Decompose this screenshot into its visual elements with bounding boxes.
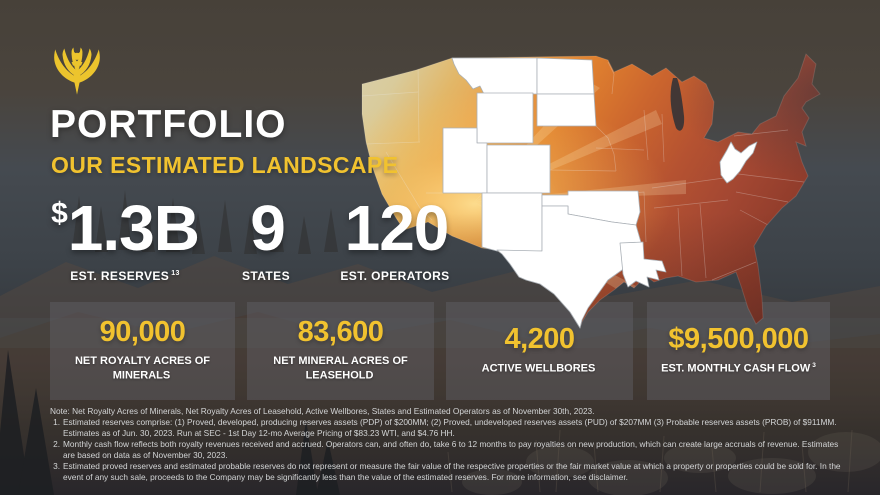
metric-label: NET ROYALTY ACRES OF MINERALS bbox=[74, 355, 211, 382]
page-subtitle: OUR ESTIMATED LANDSCAPE bbox=[51, 152, 399, 178]
footnote-item-3: 3. Estimated proved reserves and estimat… bbox=[53, 461, 841, 483]
metric-value: 4,200 bbox=[504, 323, 575, 356]
footnotes: Note: Net Royalty Acres of Minerals, Net… bbox=[50, 406, 842, 483]
state-new-mexico bbox=[481, 192, 543, 252]
highlighted-states bbox=[442, 57, 758, 329]
stat-est-reserves: $1.3B EST. RESERVES 13 bbox=[44, 196, 206, 283]
metric-label: NET MINERAL ACRES OF LEASEHOLD bbox=[273, 355, 408, 382]
metric-box-mineral-acres: 83,600 NET MINERAL ACRES OF LEASEHOLD bbox=[247, 302, 434, 400]
state-west-virginia bbox=[719, 141, 758, 184]
page-title: PORTFOLIO bbox=[50, 103, 287, 146]
state-louisiana bbox=[619, 241, 667, 288]
stat-est-operators: 120 EST. OPERATORS bbox=[322, 196, 470, 283]
grass-strokes bbox=[447, 429, 853, 493]
foreground-ground bbox=[0, 360, 880, 495]
tree-silhouettes-left bbox=[0, 350, 340, 495]
us-map bbox=[356, 50, 872, 346]
stat-states: 9 STATES bbox=[228, 196, 306, 283]
state-borders bbox=[362, 61, 805, 281]
metric-box-wellbores: 4,200 ACTIVE WELLBORES bbox=[446, 302, 633, 400]
lake-michigan bbox=[670, 78, 685, 131]
state-colorado bbox=[486, 144, 551, 194]
state-north-dakota bbox=[536, 57, 595, 95]
footnote-ref: 13 bbox=[171, 270, 180, 277]
metric-label: EST. MONTHLY CASH FLOW 3 bbox=[661, 362, 816, 375]
state-south-dakota bbox=[536, 93, 597, 127]
metric-box-cash-flow: $9,500,000 EST. MONTHLY CASH FLOW 3 bbox=[647, 302, 830, 400]
stat-operators-value: 120 bbox=[344, 192, 450, 264]
phoenix-logo-icon bbox=[54, 47, 100, 95]
stat-reserves-value: $1.3B bbox=[51, 192, 200, 264]
tree-silhouettes-mid bbox=[72, 190, 338, 254]
state-utah bbox=[442, 127, 488, 194]
stat-states-label: STATES bbox=[242, 269, 290, 283]
metric-value: $9,500,000 bbox=[668, 323, 809, 356]
metric-value: 90,000 bbox=[99, 316, 186, 349]
footnote-item-1: 1. Estimated reserves comprise: (1) Prov… bbox=[53, 417, 837, 439]
state-texas bbox=[496, 205, 643, 329]
footnote-note: Note: Net Royalty Acres of Minerals, Net… bbox=[50, 406, 595, 416]
stat-operators-label: EST. OPERATORS bbox=[340, 269, 450, 283]
metric-label: ACTIVE WELLBORES bbox=[481, 362, 596, 375]
footnote-ref: 3 bbox=[812, 362, 816, 370]
metric-value: 83,600 bbox=[297, 316, 384, 349]
state-wyoming bbox=[476, 92, 534, 144]
footnote-item-2: 2. Monthly cash flow reflects both royal… bbox=[53, 439, 839, 461]
stat-states-value: 9 bbox=[250, 192, 286, 264]
metric-box-royalty-acres: 90,000 NET ROYALTY ACRES OF MINERALS bbox=[50, 302, 235, 400]
sagebrush bbox=[462, 432, 880, 495]
dollar-sign: $ bbox=[51, 197, 68, 230]
stat-reserves-label: EST. RESERVES 13 bbox=[70, 269, 180, 283]
valley-haze bbox=[0, 318, 880, 348]
